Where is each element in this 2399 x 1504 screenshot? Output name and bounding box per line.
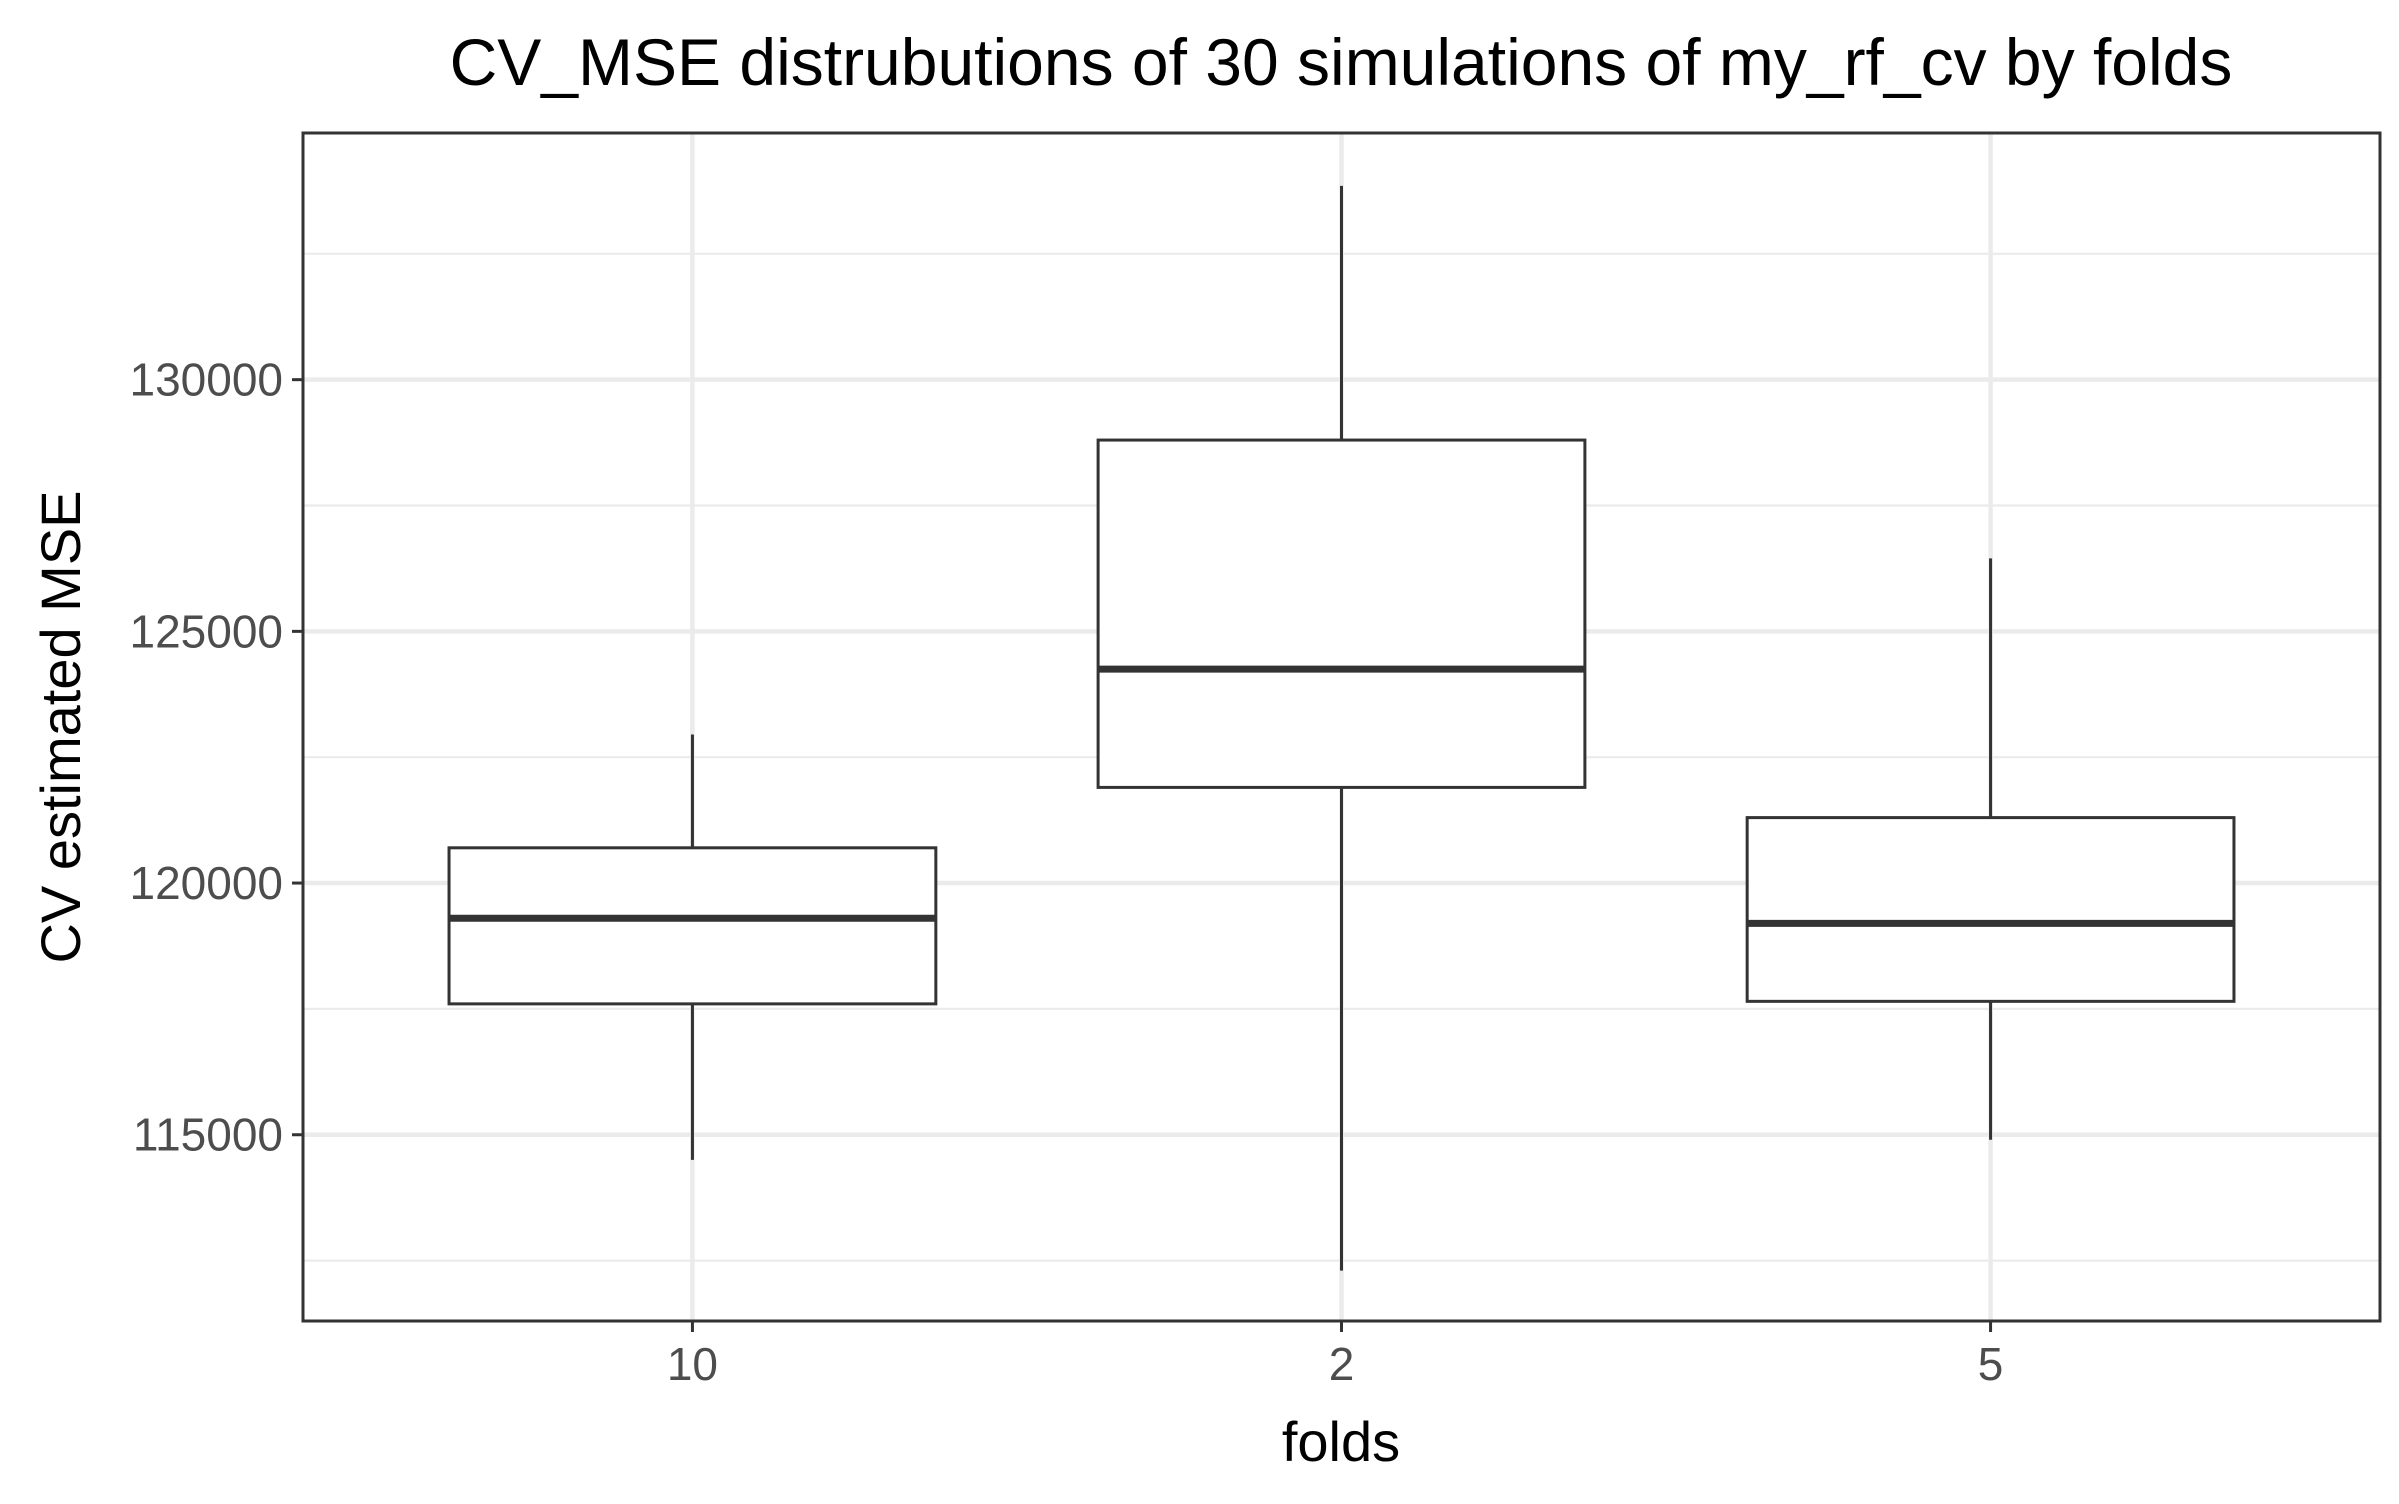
- box-layer: [447, 185, 2236, 1271]
- x-tick-label: 5: [1978, 1338, 2004, 1390]
- box-2: [1096, 185, 1587, 1271]
- chart-title: CV_MSE distrubutions of 30 simulations o…: [450, 25, 2233, 99]
- box-iqr: [1745, 816, 2236, 1003]
- y-axis-title: CV estimated MSE: [29, 490, 92, 963]
- box-5: [1745, 558, 2236, 1140]
- axis-layer: 115000 120000 125000 130000 10 2 5: [130, 354, 2004, 1390]
- y-tick-label: 130000: [130, 354, 284, 406]
- y-tick-label: 115000: [133, 1109, 283, 1161]
- box-iqr: [1096, 438, 1587, 789]
- box-10: [447, 734, 938, 1160]
- x-axis-title: folds: [1282, 1410, 1400, 1473]
- y-tick-label: 125000: [130, 605, 284, 657]
- x-tick-label: 2: [1329, 1338, 1355, 1390]
- x-tick-label: 10: [667, 1338, 718, 1390]
- box-iqr: [447, 846, 938, 1006]
- y-tick-label: 120000: [130, 857, 284, 909]
